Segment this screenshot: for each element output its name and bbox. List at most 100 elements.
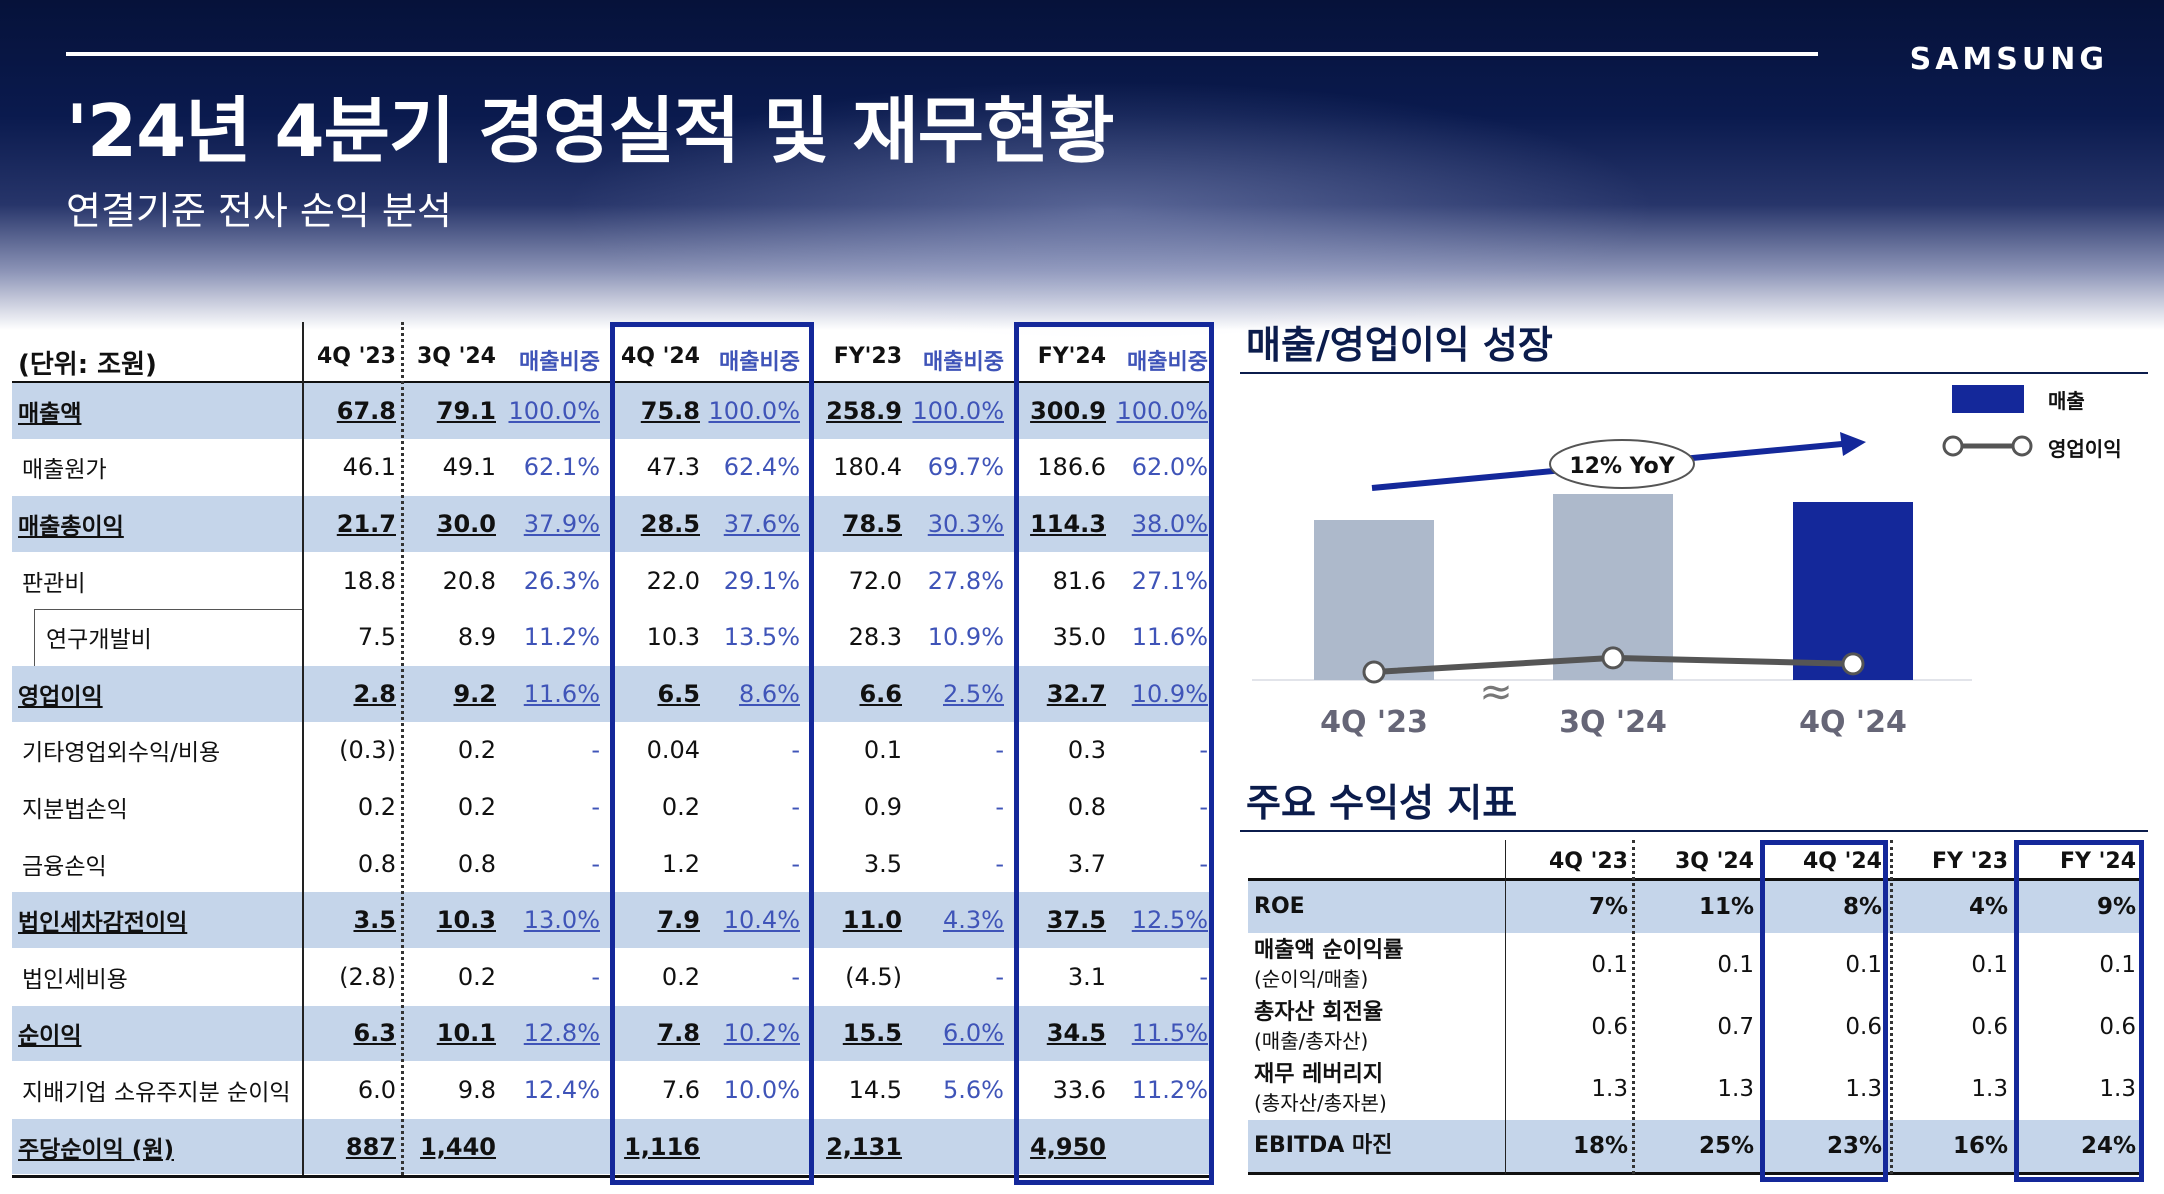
table-row: 지배기업 소유주지분 순이익 6.0 9.8 12.4% 7.6 10.0% 14.5 5.6… bbox=[12, 1062, 1212, 1118]
cell-value: 3.1 bbox=[1067, 962, 1106, 991]
cell-value: 0.1 bbox=[1591, 952, 1628, 978]
cell-value: - bbox=[995, 849, 1004, 878]
ratio-dotted-separator bbox=[1632, 840, 1635, 1174]
cell-value: 11.2% bbox=[523, 623, 600, 652]
cell-value: 11.6% bbox=[523, 679, 600, 708]
cell-value: - bbox=[791, 736, 800, 765]
column-header: 3Q '24 bbox=[1674, 848, 1754, 874]
row-label: 매출액 bbox=[18, 400, 82, 427]
row-label: 순이익 bbox=[18, 1023, 82, 1050]
ratio-highlight-4q24 bbox=[1760, 840, 1888, 1182]
cell-value: 100.0% bbox=[708, 396, 800, 425]
cell-value: 46.1 bbox=[342, 453, 396, 482]
cell-value: - bbox=[791, 792, 800, 821]
cell-value: 13.5% bbox=[723, 623, 800, 652]
ratio-header-rule bbox=[1248, 878, 2144, 881]
cell-value: 7.5 bbox=[357, 623, 396, 652]
cell-value: 33.6 bbox=[1052, 1075, 1106, 1104]
table-row: 법인세차감전이익 3.5 10.3 13.0% 7.9 10.4% 11.0 4.3% 37.5… bbox=[12, 892, 1212, 948]
column-header: 3Q '24 bbox=[416, 344, 496, 369]
cell-value: 10.9% bbox=[1131, 679, 1208, 708]
cell-value: 1.2 bbox=[661, 849, 700, 878]
cell-value: 30.3% bbox=[927, 509, 1004, 538]
cell-value: 0.6 bbox=[1971, 1014, 2008, 1040]
cell-value: 0.6 bbox=[1591, 1014, 1628, 1040]
ratio-label-text: ROE bbox=[1254, 894, 1305, 919]
cell-value: 4,950 bbox=[1030, 1132, 1106, 1161]
cell-value: 11% bbox=[1698, 894, 1754, 920]
table-row: 지분법손익 0.2 0.2 - 0.2 - 0.9 - 0.8 - bbox=[12, 779, 1212, 835]
column-header: 매출비중 bbox=[719, 350, 800, 375]
cell-value: 32.7 bbox=[1046, 679, 1106, 708]
cell-value: 3.5 bbox=[863, 849, 902, 878]
column-header: 4Q '23 bbox=[316, 344, 396, 369]
row-label: 영업이익 bbox=[18, 683, 103, 710]
unit-label: (단위: 조원) bbox=[18, 350, 157, 380]
cell-value: 100.0% bbox=[1116, 396, 1208, 425]
cell-value: 27.8% bbox=[927, 566, 1004, 595]
cell-value: 26.3% bbox=[523, 566, 600, 595]
ratio-bottom-rule bbox=[1248, 1172, 2144, 1175]
cell-value: 180.4 bbox=[833, 453, 902, 482]
cell-value: 28.5 bbox=[640, 509, 700, 538]
cell-value: 79.1 bbox=[436, 396, 496, 425]
indent-rule bbox=[34, 609, 302, 611]
cell-value: 28.3 bbox=[848, 623, 902, 652]
cell-value: 0.04 bbox=[646, 736, 700, 765]
row-label: 금융손익 bbox=[22, 853, 107, 880]
cell-value: 18% bbox=[1572, 1133, 1628, 1159]
cell-value: 6.5 bbox=[657, 679, 700, 708]
cell-value: 0.6 bbox=[1845, 1014, 1882, 1040]
cell-value: - bbox=[995, 792, 1004, 821]
cell-value: 27.1% bbox=[1131, 566, 1208, 595]
cell-value: - bbox=[1199, 962, 1208, 991]
ratio-row: 총자산 회전율 (매출/총자산) 0.6 0.7 0.6 0.6 0.6 bbox=[1248, 996, 2144, 1058]
bar-sales bbox=[1314, 520, 1434, 680]
page-title: '24년 4분기 경영실적 및 재무현황 bbox=[66, 89, 1114, 173]
cell-value: 3.7 bbox=[1067, 849, 1106, 878]
ratio-header-row: 4Q '23 3Q '24 4Q '24 FY '23 FY '24 bbox=[1248, 846, 2144, 876]
cell-value: 2.5% bbox=[943, 679, 1004, 708]
row-label: 법인세비용 bbox=[22, 966, 128, 993]
cell-value: 69.7% bbox=[927, 453, 1004, 482]
cell-value: 9.2 bbox=[453, 679, 496, 708]
cell-value: 29.1% bbox=[723, 566, 800, 595]
cell-value: - bbox=[591, 849, 600, 878]
page-subtitle: 연결기준 전사 손익 분석 bbox=[66, 189, 452, 233]
cell-value: 21.7 bbox=[336, 509, 396, 538]
cell-value: 78.5 bbox=[842, 509, 902, 538]
column-header: 매출비중 bbox=[1127, 350, 1208, 375]
ratio-label-text: EBITDA 마진 bbox=[1254, 1133, 1393, 1158]
cell-value: 6.3 bbox=[353, 1019, 396, 1048]
row-label: 지분법손익 bbox=[22, 796, 128, 823]
cell-value: 67.8 bbox=[336, 396, 396, 425]
cell-value: 47.3 bbox=[646, 453, 700, 482]
cell-value: 18.8 bbox=[342, 566, 396, 595]
cell-value: 25% bbox=[1698, 1133, 1754, 1159]
row-label: 연구개발비 bbox=[46, 627, 152, 654]
cell-value: 72.0 bbox=[848, 566, 902, 595]
dotted-separator bbox=[401, 322, 404, 1176]
cell-value: - bbox=[791, 849, 800, 878]
row-label: 지배기업 소유주지분 순이익 bbox=[22, 1079, 291, 1106]
cell-value: 8% bbox=[1842, 894, 1882, 920]
cell-value: 100.0% bbox=[912, 396, 1004, 425]
cell-value: 0.9 bbox=[863, 792, 902, 821]
cell-value: 6.6 bbox=[859, 679, 902, 708]
cell-value: 12.4% bbox=[523, 1075, 600, 1104]
cell-value: 2,131 bbox=[826, 1132, 902, 1161]
cell-value: 7.8 bbox=[657, 1019, 700, 1048]
axis-break-mark: ≈ bbox=[1479, 669, 1513, 715]
cell-value: 62.4% bbox=[723, 453, 800, 482]
ratio-title-rule bbox=[1240, 830, 2148, 832]
column-header: FY '24 bbox=[2060, 848, 2136, 874]
cell-value: 887 bbox=[345, 1132, 396, 1161]
cell-value: 10.1 bbox=[436, 1019, 496, 1048]
column-header: FY '23 bbox=[1932, 848, 2008, 874]
row-label: 주당순이익 (원) bbox=[18, 1136, 174, 1163]
cell-value: 49.1 bbox=[442, 453, 496, 482]
cell-value: 0.8 bbox=[357, 849, 396, 878]
table-header-row: (단위: 조원) 4Q '23 3Q '24 매출비중 4Q '24 매출비중 FY'23 매… bbox=[12, 328, 1212, 388]
cell-value: 0.1 bbox=[863, 736, 902, 765]
cell-value: 1.3 bbox=[1717, 1076, 1754, 1102]
